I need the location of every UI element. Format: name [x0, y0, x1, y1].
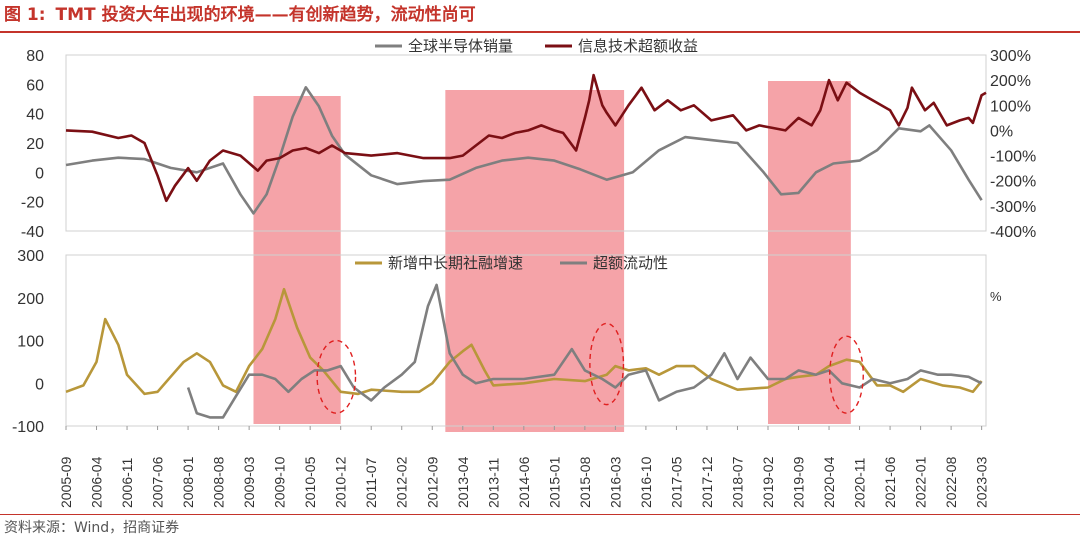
dashed-ellipse-3 — [828, 335, 864, 414]
x-tick-label: 2022-08 — [943, 456, 959, 508]
x-tick-label: 2015-08 — [577, 456, 593, 508]
y-right-tick-label: 200% — [990, 73, 1031, 90]
series-line-excess-liquidity — [186, 283, 983, 419]
x-tick-label: 2014-06 — [516, 456, 532, 508]
bottom-plot-border — [65, 254, 987, 427]
y-right-tick-label: -300% — [990, 199, 1036, 216]
x-tick-label: 2020-11 — [852, 457, 868, 508]
x-tick-label: 2011-07 — [363, 457, 379, 508]
bottom-chart-series — [65, 283, 983, 419]
title-rule — [0, 31, 1080, 33]
x-tick-label: 2015-01 — [546, 456, 562, 508]
highlight-periods — [253, 81, 851, 432]
x-tick-label: 2021-06 — [882, 456, 898, 508]
y-left-tick-label: 60 — [26, 77, 44, 94]
y-right-tick-label: 300% — [990, 48, 1031, 65]
legend-label-social-financing: 新增中长期社融增速 — [388, 254, 523, 272]
y-left-tick-label: 0 — [35, 165, 44, 182]
x-tick-label: 2005-09 — [58, 456, 74, 508]
y-left-tick-label: -20 — [21, 195, 44, 212]
x-tick-label: 2019-02 — [760, 456, 776, 508]
series-line-it-excess — [65, 73, 987, 203]
series-line-social-financing — [65, 287, 983, 396]
legend-label-semiconductor: 全球半导体销量 — [408, 37, 513, 55]
dashed-ellipse-2 — [589, 322, 625, 406]
figure-title: 图 1: TMT 投资大年出现的环境——有创新趋势，流动性尚可 — [4, 2, 476, 28]
y-bottom-tick-label: 100 — [17, 334, 44, 351]
x-tick-label: 2017-05 — [668, 456, 684, 508]
annotations — [316, 322, 864, 414]
highlight-period-3 — [767, 81, 851, 424]
x-tick-label: 2013-11 — [485, 457, 501, 508]
y-bottom-tick-label: 0 — [35, 376, 44, 393]
legend-label-excess-liquidity: 超额流动性 — [593, 254, 668, 272]
y-right-tick-label: -100% — [990, 149, 1036, 166]
x-tick-label: 2019-09 — [791, 456, 807, 508]
top-chart: 80 60 40 20 0 -20 -40 300% 200% 100% 0% -100% -200% -… — [21, 48, 1036, 241]
x-tick-label: 2016-03 — [607, 456, 623, 508]
top-plot-border — [65, 54, 987, 232]
dashed-ellipse-1 — [316, 339, 357, 414]
y-bottom-tick-label: 300 — [17, 248, 44, 265]
source-note: 资料来源：Wind，招商证券 — [4, 520, 180, 536]
y-right-tick-label: 100% — [990, 98, 1031, 115]
x-tick-label: 2008-08 — [211, 456, 227, 508]
x-tick-label: 2013-04 — [455, 456, 471, 508]
y-left-tick-label: 80 — [26, 48, 44, 65]
x-tick-label: 2012-02 — [394, 456, 410, 508]
x-tick-label: 2008-01 — [180, 456, 196, 508]
x-tick-label: 2020-04 — [821, 456, 837, 508]
y-left-tick-label: 40 — [26, 107, 44, 124]
x-tick-label: 2017-12 — [699, 456, 715, 508]
x-tick-label: 2006-11 — [119, 457, 135, 508]
top-legend: 全球半导体销量 信息技术超额收益 — [375, 37, 698, 55]
x-tick-label: 2009-03 — [241, 456, 257, 508]
bottom-chart: 300 200 100 0 -100 — [12, 248, 987, 436]
x-tick-label: 2007-06 — [150, 456, 166, 508]
x-tick-label: 2016-10 — [638, 456, 654, 508]
figure-label: 图 1: — [4, 5, 46, 25]
x-axis: 2005-09 2006-04 2006-11 2007-06 2008-01 2008-… — [58, 426, 990, 508]
x-tick-label: 2022-01 — [913, 456, 929, 508]
x-tick-label: 2010-05 — [302, 456, 318, 508]
legend-label-it-excess: 信息技术超额收益 — [578, 37, 698, 55]
bottom-unit-label: % — [990, 289, 1002, 304]
x-tick-label: 2010-12 — [333, 456, 349, 508]
x-tick-label: 2009-10 — [272, 456, 288, 508]
x-tick-label: 2023-03 — [974, 456, 990, 508]
y-left-tick-label: -40 — [21, 224, 44, 241]
top-chart-series — [65, 73, 987, 215]
x-tick-label: 2018-07 — [729, 456, 745, 508]
y-left-tick-label: 20 — [26, 136, 44, 153]
x-tick-label: 2012-09 — [424, 456, 440, 508]
y-right-tick-label: -400% — [990, 224, 1036, 241]
bottom-legend: 新增中长期社融增速 超额流动性 — [355, 254, 668, 272]
y-right-tick-label: -200% — [990, 174, 1036, 191]
x-tick-label: 2006-04 — [89, 456, 105, 508]
series-line-semiconductor — [65, 86, 983, 215]
figure-title-text: TMT 投资大年出现的环境——有创新趋势，流动性尚可 — [55, 5, 476, 25]
chart-canvas: 806040200-20-40300%200%100%0%-100%-200%-… — [12, 37, 1036, 508]
footer-rule — [0, 514, 1080, 515]
y-right-tick-label: 0% — [990, 123, 1013, 140]
y-bottom-tick-label: -100 — [12, 419, 44, 436]
y-bottom-tick-label: 200 — [17, 291, 44, 308]
